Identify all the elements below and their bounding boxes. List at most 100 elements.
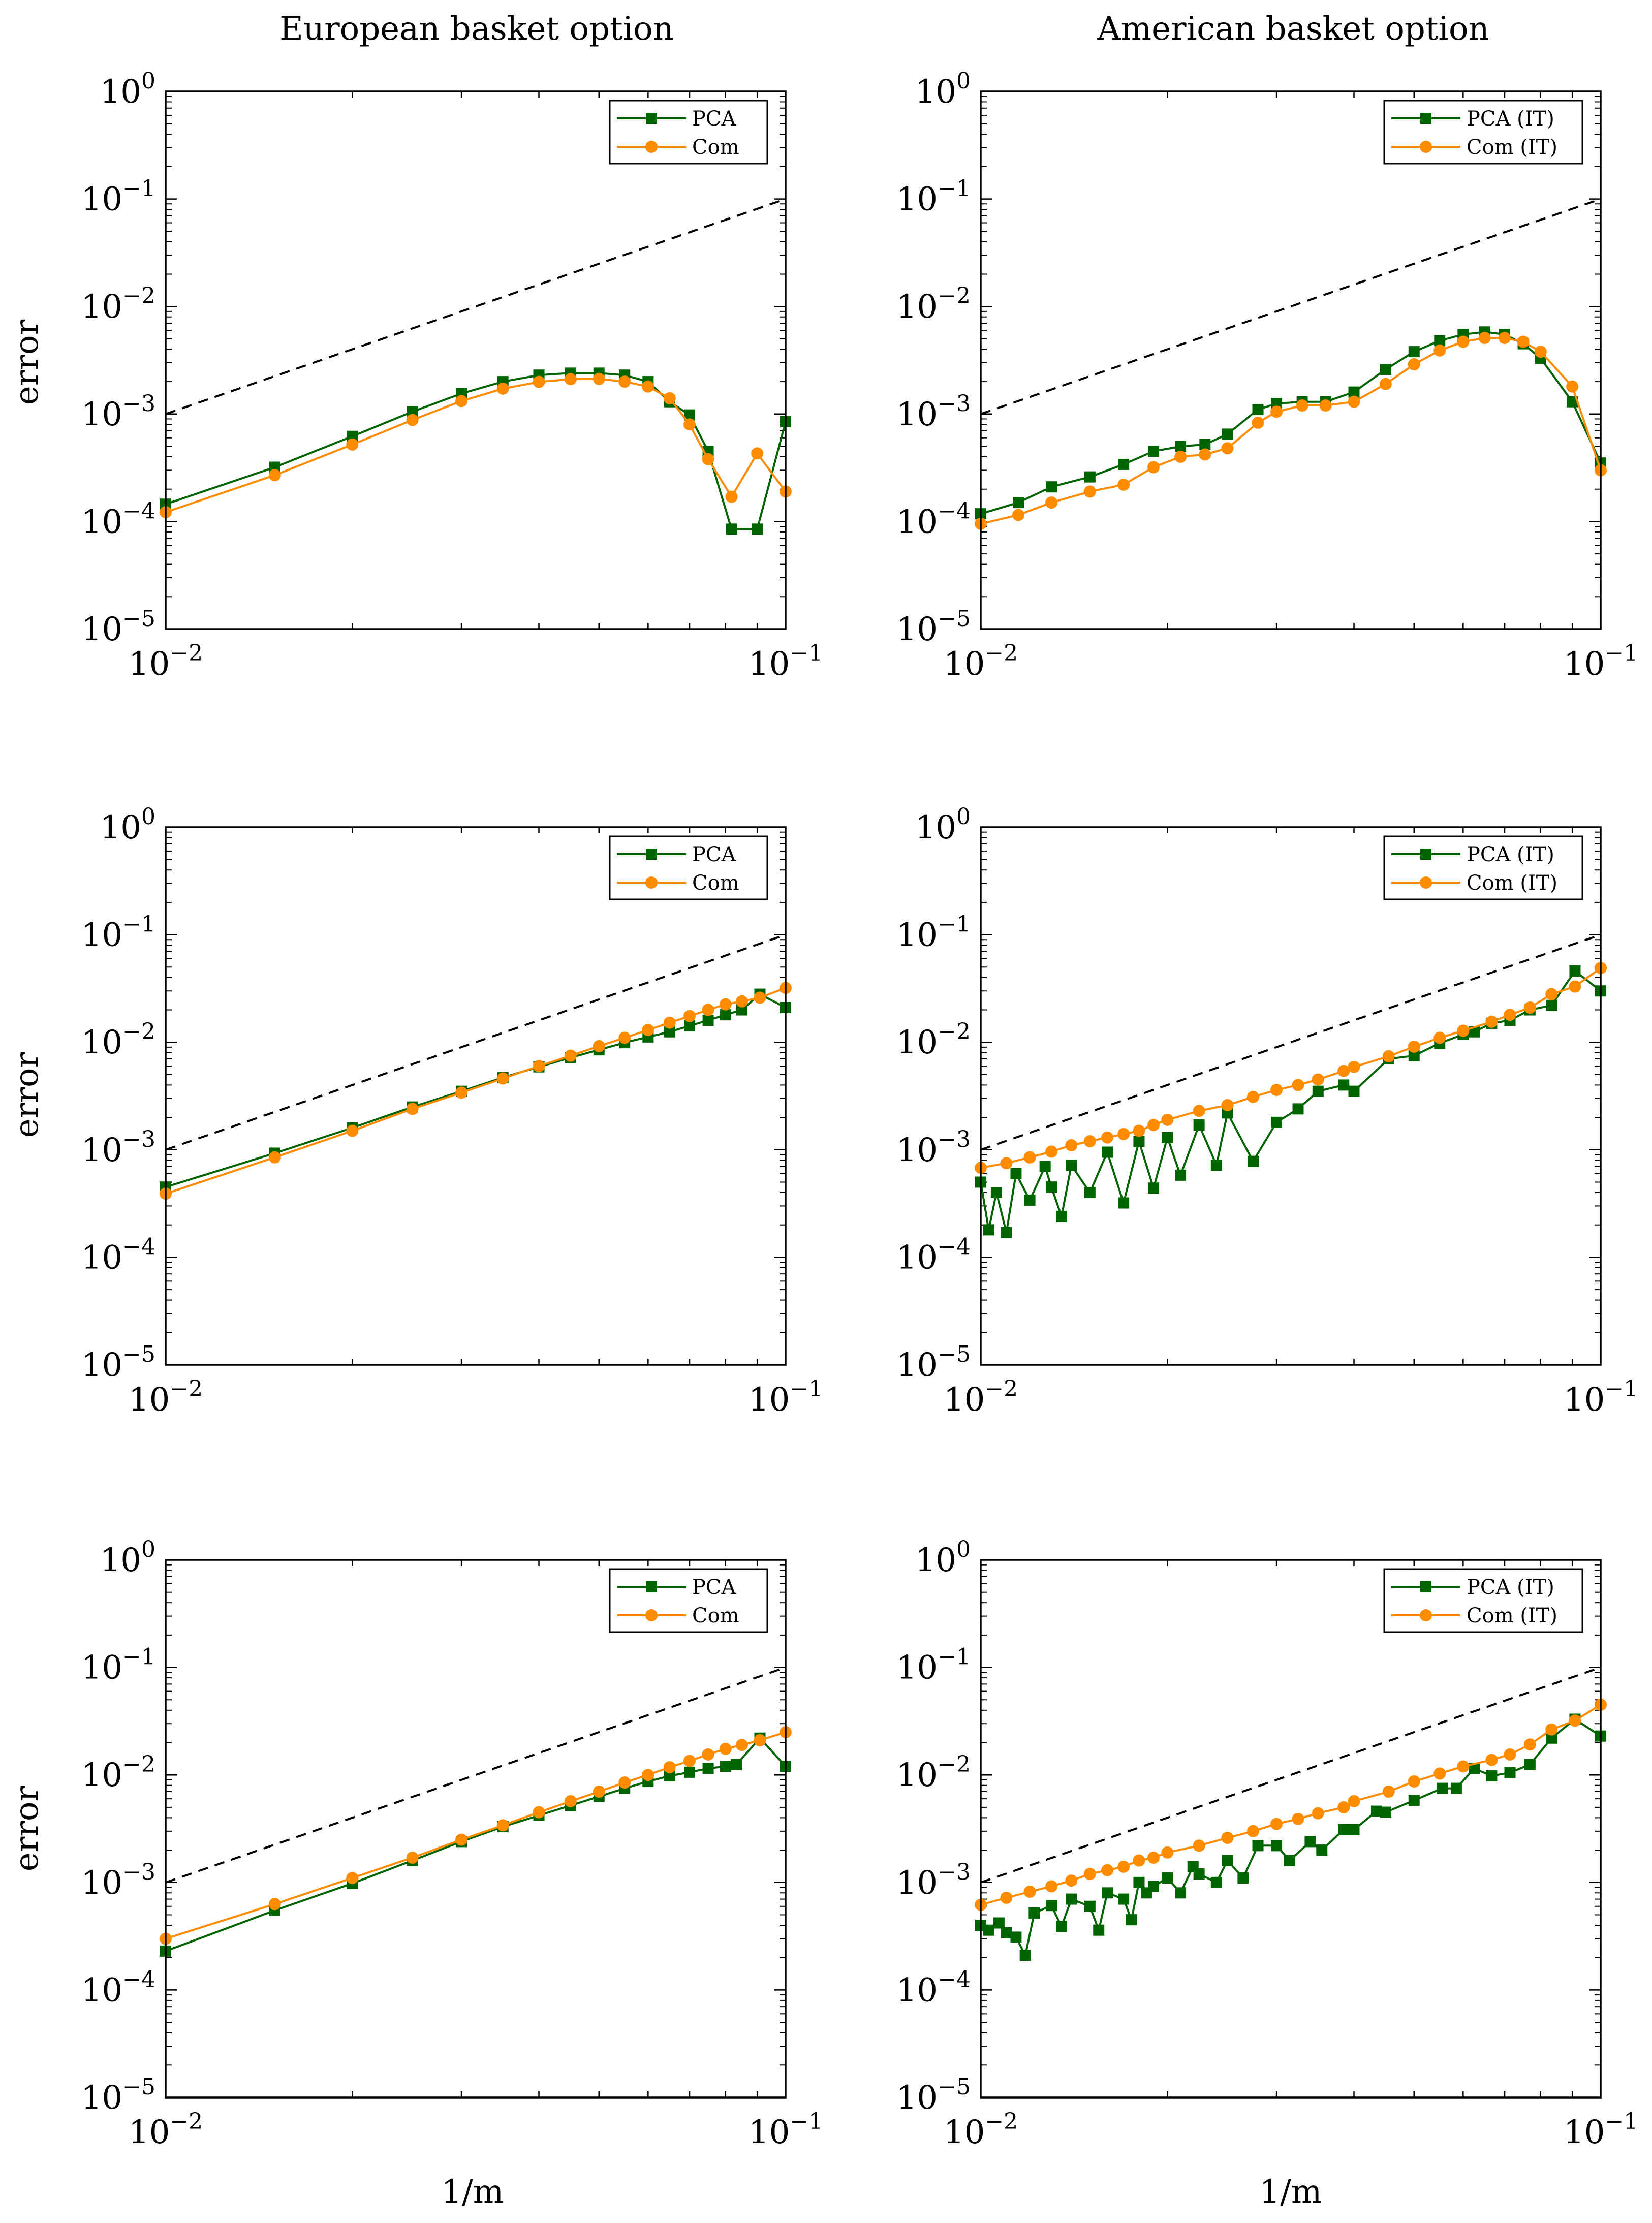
data-point-circle [564, 1049, 577, 1062]
y-tick-label: 10−4 [81, 498, 155, 541]
legend-label: PCA [692, 843, 737, 866]
data-point-square [1056, 1210, 1068, 1222]
data-point-circle [702, 453, 714, 465]
legend: PCA Com [609, 835, 768, 900]
data-point-circle [1246, 1090, 1259, 1103]
reference-slope-line [165, 1666, 786, 1884]
data-point-circle [1252, 416, 1264, 429]
plot-frame [980, 1559, 1602, 2099]
data-point-square [1148, 1182, 1160, 1194]
data-point-circle [754, 991, 766, 1004]
data-point-square [407, 406, 418, 418]
data-point-square [1408, 1795, 1420, 1806]
data-point-square [1199, 439, 1211, 450]
y-tick-label: 100 [100, 804, 155, 847]
data-point-circle [346, 1872, 359, 1885]
legend-circle-marker [1420, 1609, 1432, 1621]
data-point-circle [642, 1024, 654, 1037]
data-point-square [1237, 1872, 1249, 1884]
data-point-circle [1569, 1714, 1581, 1727]
data-point-circle [719, 998, 732, 1011]
data-point-circle [1485, 1754, 1498, 1766]
data-point-square [684, 1020, 696, 1031]
legend-square-marker [1420, 849, 1431, 860]
data-point-circle [1312, 1807, 1324, 1820]
data-point-circle [683, 1010, 696, 1022]
data-point-circle [455, 1086, 468, 1099]
data-point-square [1316, 1844, 1328, 1856]
data-point-square [1162, 1872, 1173, 1884]
data-point-square [752, 523, 763, 535]
x-axis-label-right: 1/m [1260, 2173, 1322, 2211]
y-tick-label: 10−1 [81, 1644, 155, 1687]
y-tick-label: 10−4 [81, 1234, 155, 1276]
data-point-circle [1147, 1119, 1160, 1132]
data-point-square [1408, 346, 1420, 358]
data-point-square [1247, 1155, 1259, 1167]
data-point-square [1046, 1900, 1057, 1912]
data-point-square [1133, 1876, 1145, 1888]
data-point-circle [1545, 988, 1558, 1000]
data-point-circle [1221, 442, 1234, 455]
data-point-square [720, 1009, 731, 1021]
data-point-circle [1147, 1852, 1160, 1864]
data-point-square [1148, 1881, 1160, 1892]
data-point-square [1084, 1187, 1096, 1199]
legend-label: Com (IT) [1467, 871, 1557, 895]
data-point-square [1013, 497, 1024, 509]
series-line [165, 378, 787, 513]
data-point-square [1175, 1169, 1187, 1181]
legend-square-marker [646, 113, 657, 124]
y-tick-label: 10−1 [896, 912, 971, 954]
data-point-square [1304, 1836, 1316, 1848]
data-point-circle [1101, 1864, 1114, 1876]
data-point-square [1046, 481, 1057, 493]
data-point-square [1162, 1132, 1173, 1143]
data-point-circle [1000, 1157, 1013, 1170]
series-com [160, 1726, 792, 1945]
legend-circle-marker [645, 1609, 658, 1621]
legend-box [1383, 835, 1583, 900]
legend-square-marker [1420, 1581, 1431, 1592]
data-point-circle [1193, 1105, 1205, 1117]
legend-label: Com (IT) [1467, 1604, 1557, 1627]
data-point-circle [346, 1124, 359, 1137]
data-point-circle [1504, 1748, 1516, 1761]
data-point-square [1193, 1119, 1205, 1131]
series-pca [160, 1732, 791, 1957]
y-tick-label: 10−2 [81, 283, 155, 326]
series-line [980, 967, 1602, 1169]
data-point-circle [1023, 1886, 1036, 1898]
data-point-circle [683, 418, 696, 431]
data-point-circle [725, 490, 738, 503]
y-tick-label: 10−1 [896, 176, 971, 218]
x-tick-label: 10−1 [1564, 640, 1638, 683]
data-point-square [726, 523, 737, 535]
data-point-square [990, 1187, 1002, 1199]
reference-slope-line [980, 933, 1601, 1151]
data-point-circle [1457, 1760, 1470, 1773]
y-tick-label: 10−1 [896, 1644, 971, 1687]
x-tick-label: 10−2 [129, 640, 203, 683]
y-axis-label-row3: error [8, 1786, 46, 1872]
data-point-square [720, 1761, 731, 1772]
data-point-circle [455, 1833, 468, 1846]
plot-frame [980, 90, 1602, 630]
data-point-square [1380, 363, 1391, 375]
data-point-square [1338, 1824, 1350, 1835]
y-tick-label: 10−2 [896, 1019, 971, 1061]
y-tick-label: 100 [915, 68, 971, 111]
data-point-square [1133, 1136, 1145, 1147]
data-point-square [1056, 1921, 1068, 1932]
data-point-circle [754, 1734, 766, 1747]
data-point-square [1102, 1146, 1113, 1158]
data-point-circle [496, 1072, 509, 1085]
data-point-square [684, 409, 696, 421]
data-point-square [702, 1763, 714, 1774]
data-point-square [1024, 1194, 1036, 1206]
data-point-square [1569, 965, 1581, 977]
data-point-square [1348, 1085, 1360, 1097]
y-tick-label: 100 [915, 804, 971, 847]
data-point-circle [1382, 1785, 1395, 1798]
y-tick-label: 10−5 [81, 606, 155, 648]
